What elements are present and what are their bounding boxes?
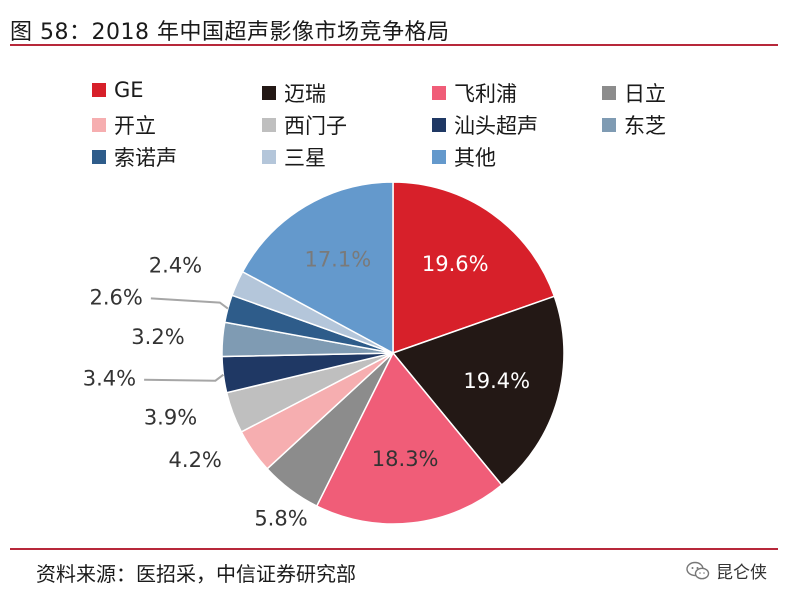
leader-line (144, 373, 224, 382)
data-label: 18.3% (372, 447, 439, 471)
legend-label: 三星 (284, 146, 326, 170)
legend-label: 日立 (624, 82, 666, 106)
legend-label: 索诺声 (114, 146, 177, 170)
legend-label: 汕头超声 (454, 114, 538, 138)
legend-label: 迈瑞 (284, 82, 326, 106)
legend-item: 迈瑞 (262, 78, 326, 108)
legend-label: 开立 (114, 114, 156, 138)
legend-swatch (92, 118, 106, 132)
brand-mark: 昆仑侠 (686, 558, 767, 583)
legend-swatch (602, 118, 616, 132)
wechat-icon (686, 561, 710, 579)
legend-label: 东芝 (624, 114, 666, 138)
legend-item: 东芝 (602, 110, 666, 140)
data-label: 4.2% (169, 448, 222, 472)
data-label: 19.6% (422, 252, 489, 276)
legend-swatch (432, 86, 446, 100)
legend-item: 飞利浦 (432, 78, 517, 108)
legend-swatch (262, 118, 276, 132)
legend-label: 飞利浦 (454, 82, 517, 106)
legend-swatch (602, 86, 616, 100)
legend-label: 西门子 (284, 114, 347, 138)
source-note: 资料来源：医招采，中信证券研究部 (36, 562, 356, 586)
legend-item: GE (92, 78, 144, 102)
pie-slice (241, 181, 394, 355)
data-label: 3.4% (83, 367, 136, 391)
data-label: 5.8% (254, 506, 307, 530)
data-label: 19.4% (463, 369, 530, 393)
legend-item: 其他 (432, 142, 496, 172)
legend-swatch (262, 150, 276, 164)
legend-item: 三星 (262, 142, 326, 172)
legend-item: 日立 (602, 78, 666, 108)
data-label: 2.6% (90, 285, 143, 309)
pie-slice (391, 295, 565, 487)
brand-name: 昆仑侠 (716, 563, 767, 583)
footer-divider (10, 548, 778, 550)
legend-swatch (432, 150, 446, 164)
legend-item: 索诺声 (92, 142, 177, 172)
legend-item: 汕头超声 (432, 110, 538, 140)
legend-item: 开立 (92, 110, 156, 140)
legend-swatch (92, 83, 106, 97)
legend-swatch (262, 86, 276, 100)
pie-slice (315, 351, 503, 525)
leader-line (150, 297, 229, 310)
legend-swatch (432, 118, 446, 132)
legend-label: GE (114, 78, 144, 102)
data-label: 3.9% (144, 406, 197, 430)
data-label: 3.2% (131, 325, 184, 349)
legend-label: 其他 (454, 146, 496, 170)
legend-item: 西门子 (262, 110, 347, 140)
legend-swatch (92, 150, 106, 164)
page-title: 图 58：2018 年中国超声影像市场竞争格局 (10, 20, 450, 45)
data-label: 17.1% (304, 247, 371, 271)
data-label: 2.4% (149, 253, 202, 277)
title-divider (10, 44, 778, 46)
